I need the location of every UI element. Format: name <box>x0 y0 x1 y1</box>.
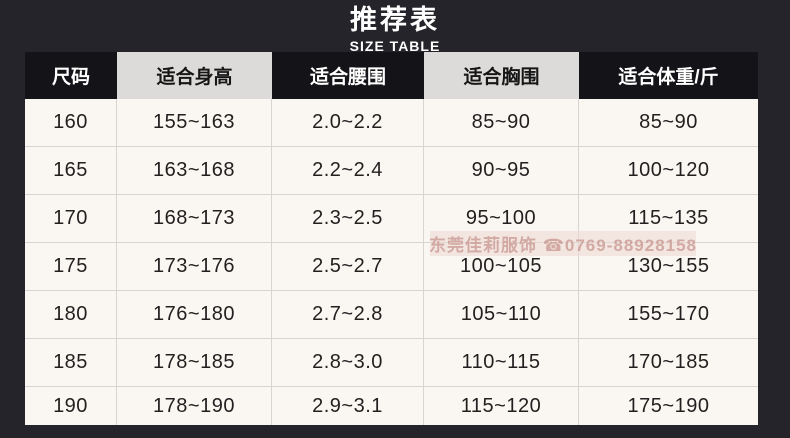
table-cell-height: 173~176 <box>117 243 272 290</box>
table-cell-height: 155~163 <box>117 99 272 146</box>
table-cell-size: 175 <box>25 243 117 290</box>
table-cell-chest: 110~115 <box>424 339 579 386</box>
table-cell-waist: 2.0~2.2 <box>272 99 424 146</box>
column-header-height: 适合身高 <box>117 52 272 99</box>
table-cell-size: 190 <box>25 387 117 425</box>
table-cell-size: 165 <box>25 147 117 194</box>
table-row: 165 163~168 2.2~2.4 90~95 100~120 <box>25 147 758 195</box>
table-cell-waist: 2.9~3.1 <box>272 387 424 425</box>
column-header-size: 尺码 <box>25 52 117 99</box>
table-cell-height: 168~173 <box>117 195 272 242</box>
size-table: 尺码 适合身高 适合腰围 适合胸围 适合体重/斤 160 155~163 2.0… <box>25 52 758 425</box>
table-cell-waist: 2.3~2.5 <box>272 195 424 242</box>
table-cell-weight: 170~185 <box>579 339 758 386</box>
table-cell-waist: 2.7~2.8 <box>272 291 424 338</box>
table-cell-size: 185 <box>25 339 117 386</box>
table-cell-chest: 105~110 <box>424 291 579 338</box>
table-cell-height: 178~185 <box>117 339 272 386</box>
table-header-row: 尺码 适合身高 适合腰围 适合胸围 适合体重/斤 <box>25 52 758 99</box>
table-row: 180 176~180 2.7~2.8 105~110 155~170 <box>25 291 758 339</box>
table-row: 190 178~190 2.9~3.1 115~120 175~190 <box>25 387 758 425</box>
table-row: 185 178~185 2.8~3.0 110~115 170~185 <box>25 339 758 387</box>
table-cell-height: 176~180 <box>117 291 272 338</box>
column-header-weight: 适合体重/斤 <box>579 52 758 99</box>
table-cell-weight: 175~190 <box>579 387 758 425</box>
column-header-chest: 适合胸围 <box>424 52 579 99</box>
table-cell-height: 163~168 <box>117 147 272 194</box>
table-cell-waist: 2.2~2.4 <box>272 147 424 194</box>
table-cell-size: 160 <box>25 99 117 146</box>
table-cell-weight: 130~155 <box>579 243 758 290</box>
table-cell-size: 180 <box>25 291 117 338</box>
table-row: 175 173~176 2.5~2.7 100~105 130~155 <box>25 243 758 291</box>
page-title: 推荐表 <box>350 5 440 35</box>
table-row: 160 155~163 2.0~2.2 85~90 85~90 <box>25 99 758 147</box>
table-cell-weight: 115~135 <box>579 195 758 242</box>
table-row: 170 168~173 2.3~2.5 95~100 115~135 <box>25 195 758 243</box>
table-cell-chest: 85~90 <box>424 99 579 146</box>
table-cell-height: 178~190 <box>117 387 272 425</box>
page-title-block: 推荐表 SIZE TABLE <box>0 5 790 54</box>
table-cell-chest: 95~100 <box>424 195 579 242</box>
table-cell-waist: 2.8~3.0 <box>272 339 424 386</box>
table-cell-weight: 100~120 <box>579 147 758 194</box>
table-cell-chest: 90~95 <box>424 147 579 194</box>
table-cell-chest: 115~120 <box>424 387 579 425</box>
page-subtitle: SIZE TABLE <box>349 37 441 54</box>
table-cell-chest: 100~105 <box>424 243 579 290</box>
column-header-waist: 适合腰围 <box>272 52 424 99</box>
table-cell-weight: 85~90 <box>579 99 758 146</box>
table-cell-size: 170 <box>25 195 117 242</box>
table-cell-waist: 2.5~2.7 <box>272 243 424 290</box>
table-cell-weight: 155~170 <box>579 291 758 338</box>
